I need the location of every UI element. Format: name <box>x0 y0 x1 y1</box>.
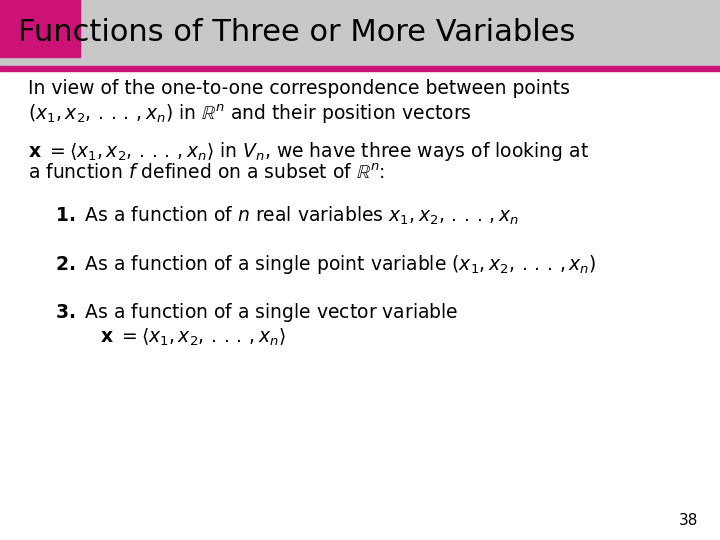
Text: $\mathbf{x}$ $= \langle x_1, x_2, \, . \, . \, . \,, x_n \rangle$ in $V_n$, we h: $\mathbf{x}$ $= \langle x_1, x_2, \, . \… <box>28 140 589 163</box>
Text: 38: 38 <box>679 513 698 528</box>
Bar <box>0 0 720 65</box>
Text: $\mathbf{1.}$ As a function of $n$ real variables $x_1, x_2, \, . \, . \, . \,, : $\mathbf{1.}$ As a function of $n$ real … <box>55 205 519 227</box>
Text: $(x_1, x_2, \, . \, . \, . \,, x_n)$ in $\mathbb{R}^n$ and their position vector: $(x_1, x_2, \, . \, . \, . \,, x_n)$ in … <box>28 103 472 126</box>
Text: a function $f$ defined on a subset of $\mathbb{R}^n$:: a function $f$ defined on a subset of $\… <box>28 164 385 184</box>
Bar <box>0 0 80 57</box>
Text: Functions of Three or More Variables: Functions of Three or More Variables <box>18 18 575 47</box>
Text: $\mathbf{3.}$ As a function of a single vector variable: $\mathbf{3.}$ As a function of a single … <box>55 301 459 324</box>
Text: In view of the one-to-one correspondence between points: In view of the one-to-one correspondence… <box>28 79 570 98</box>
Text: $\mathbf{2.}$ As a function of a single point variable $(x_1, x_2, \, . \, . \, : $\mathbf{2.}$ As a function of a single … <box>55 253 596 276</box>
Text: $\mathbf{x}$ $= \langle x_1, x_2, \, . \, . \, . \,, x_n \rangle$: $\mathbf{x}$ $= \langle x_1, x_2, \, . \… <box>100 327 286 348</box>
Bar <box>0 66 720 71</box>
